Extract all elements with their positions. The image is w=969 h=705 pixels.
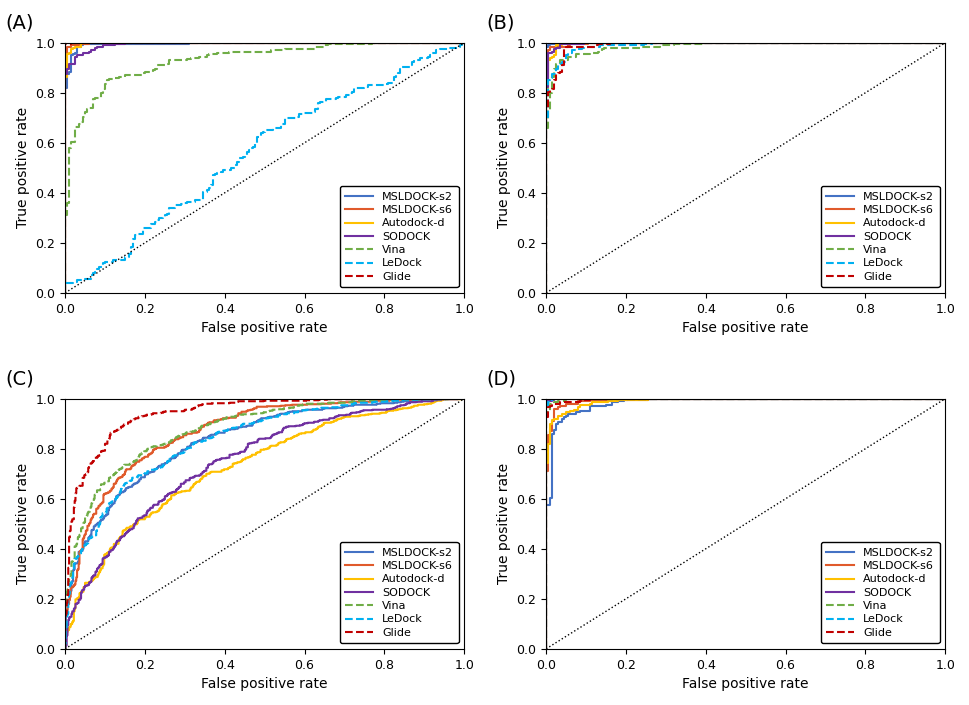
- Legend: MSLDOCK-s2, MSLDOCK-s6, Autodock-d, SODOCK, Vina, LeDock, Glide: MSLDOCK-s2, MSLDOCK-s6, Autodock-d, SODO…: [340, 542, 458, 643]
- Text: (B): (B): [486, 14, 515, 32]
- Y-axis label: True positive rate: True positive rate: [16, 463, 30, 584]
- X-axis label: False positive rate: False positive rate: [682, 677, 809, 691]
- Legend: MSLDOCK-s2, MSLDOCK-s6, Autodock-d, SODOCK, Vina, LeDock, Glide: MSLDOCK-s2, MSLDOCK-s6, Autodock-d, SODO…: [821, 542, 940, 643]
- Text: (D): (D): [486, 369, 516, 388]
- Y-axis label: True positive rate: True positive rate: [16, 107, 30, 228]
- X-axis label: False positive rate: False positive rate: [202, 321, 328, 335]
- Legend: MSLDOCK-s2, MSLDOCK-s6, Autodock-d, SODOCK, Vina, LeDock, Glide: MSLDOCK-s2, MSLDOCK-s6, Autodock-d, SODO…: [340, 186, 458, 288]
- Y-axis label: True positive rate: True positive rate: [497, 463, 511, 584]
- X-axis label: False positive rate: False positive rate: [202, 677, 328, 691]
- Y-axis label: True positive rate: True positive rate: [497, 107, 511, 228]
- Legend: MSLDOCK-s2, MSLDOCK-s6, Autodock-d, SODOCK, Vina, LeDock, Glide: MSLDOCK-s2, MSLDOCK-s6, Autodock-d, SODO…: [821, 186, 940, 288]
- X-axis label: False positive rate: False positive rate: [682, 321, 809, 335]
- Text: (A): (A): [5, 14, 34, 32]
- Text: (C): (C): [5, 369, 34, 388]
